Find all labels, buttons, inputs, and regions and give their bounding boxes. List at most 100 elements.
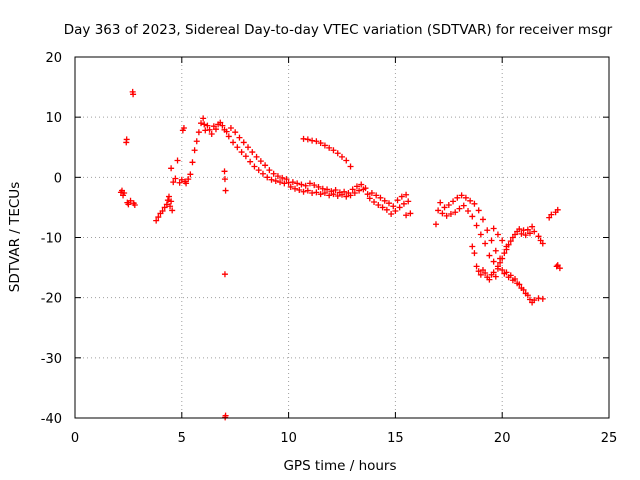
data-point — [332, 186, 339, 193]
data-point — [520, 286, 527, 293]
y-tick-label: -10 — [41, 232, 62, 247]
axis-ticks: 0 5 10 15 20 25 -40 -30 -20 -10 0 10 20 — [41, 51, 618, 446]
data-point — [159, 208, 166, 215]
data-point — [465, 208, 472, 215]
data-point — [441, 204, 448, 211]
data-point — [227, 124, 234, 131]
data-point — [492, 247, 499, 254]
data-point — [294, 180, 301, 187]
data-point — [471, 200, 478, 207]
data-point — [471, 250, 478, 257]
data-point — [381, 197, 388, 204]
data-point — [518, 230, 525, 237]
data-point — [499, 266, 506, 273]
data-point — [217, 119, 224, 126]
data-point — [383, 206, 390, 213]
data-point — [221, 271, 228, 278]
data-point — [371, 199, 378, 206]
data-point — [262, 162, 269, 169]
data-point — [531, 297, 538, 304]
data-point — [492, 273, 499, 280]
data-point — [403, 212, 410, 219]
grid-lines — [75, 57, 609, 418]
data-point — [189, 159, 196, 166]
data-point — [507, 238, 514, 245]
data-point — [524, 226, 531, 233]
x-tick-label: 15 — [387, 431, 404, 446]
data-point — [251, 163, 258, 170]
data-point — [390, 203, 397, 210]
data-point — [174, 157, 181, 164]
data-point — [245, 144, 252, 151]
data-point — [317, 140, 324, 147]
data-point — [501, 250, 508, 257]
data-point — [392, 208, 399, 215]
data-point — [222, 414, 229, 421]
data-point — [317, 191, 324, 198]
data-point — [479, 216, 486, 223]
data-point — [330, 147, 337, 154]
data-point — [477, 231, 484, 238]
data-point — [462, 194, 469, 201]
data-point — [221, 168, 228, 175]
data-points — [117, 88, 563, 421]
data-point — [180, 124, 187, 131]
data-point — [321, 189, 328, 196]
data-point — [486, 252, 493, 259]
data-point — [296, 186, 303, 193]
data-point — [479, 266, 486, 273]
data-point — [494, 231, 501, 238]
data-point — [341, 188, 348, 195]
data-point — [516, 226, 523, 233]
data-point — [249, 149, 256, 156]
x-axis-label: GPS time / hours — [283, 458, 396, 474]
data-point — [313, 189, 320, 196]
data-point — [456, 205, 463, 212]
data-point — [467, 197, 474, 204]
data-point — [313, 138, 320, 145]
data-point — [512, 276, 519, 283]
data-point — [183, 180, 190, 187]
y-tick-label: -20 — [41, 292, 62, 307]
data-point — [339, 191, 345, 198]
data-point — [522, 232, 529, 239]
data-point — [155, 214, 162, 221]
data-point — [169, 207, 176, 214]
data-point — [232, 129, 239, 136]
data-point — [168, 165, 175, 172]
plot-frame — [74, 56, 610, 419]
data-point — [195, 129, 202, 136]
data-point — [482, 269, 489, 276]
data-point — [524, 292, 531, 299]
data-point — [368, 189, 375, 196]
data-point — [283, 176, 290, 183]
data-point — [304, 136, 311, 143]
data-point — [531, 228, 538, 235]
data-point — [385, 200, 392, 207]
data-point — [475, 207, 482, 214]
x-tick-label: 0 — [71, 431, 79, 446]
data-point — [379, 204, 386, 211]
data-point — [165, 193, 172, 200]
data-point — [306, 180, 313, 187]
data-point — [230, 139, 237, 146]
data-point — [396, 204, 403, 211]
data-point — [553, 263, 560, 270]
x-tick-label: 20 — [494, 431, 511, 446]
data-point — [366, 195, 373, 202]
data-point — [339, 153, 345, 160]
data-point — [362, 185, 369, 192]
data-point — [125, 201, 132, 208]
data-point — [193, 138, 200, 145]
data-point — [356, 187, 363, 194]
data-point — [131, 202, 138, 209]
data-point — [537, 237, 544, 244]
data-point — [437, 199, 444, 206]
data-point — [127, 197, 134, 204]
x-tick-label: 10 — [280, 431, 297, 446]
data-point — [121, 189, 128, 196]
data-point — [257, 158, 264, 165]
data-point — [247, 158, 254, 165]
data-point — [266, 167, 273, 174]
